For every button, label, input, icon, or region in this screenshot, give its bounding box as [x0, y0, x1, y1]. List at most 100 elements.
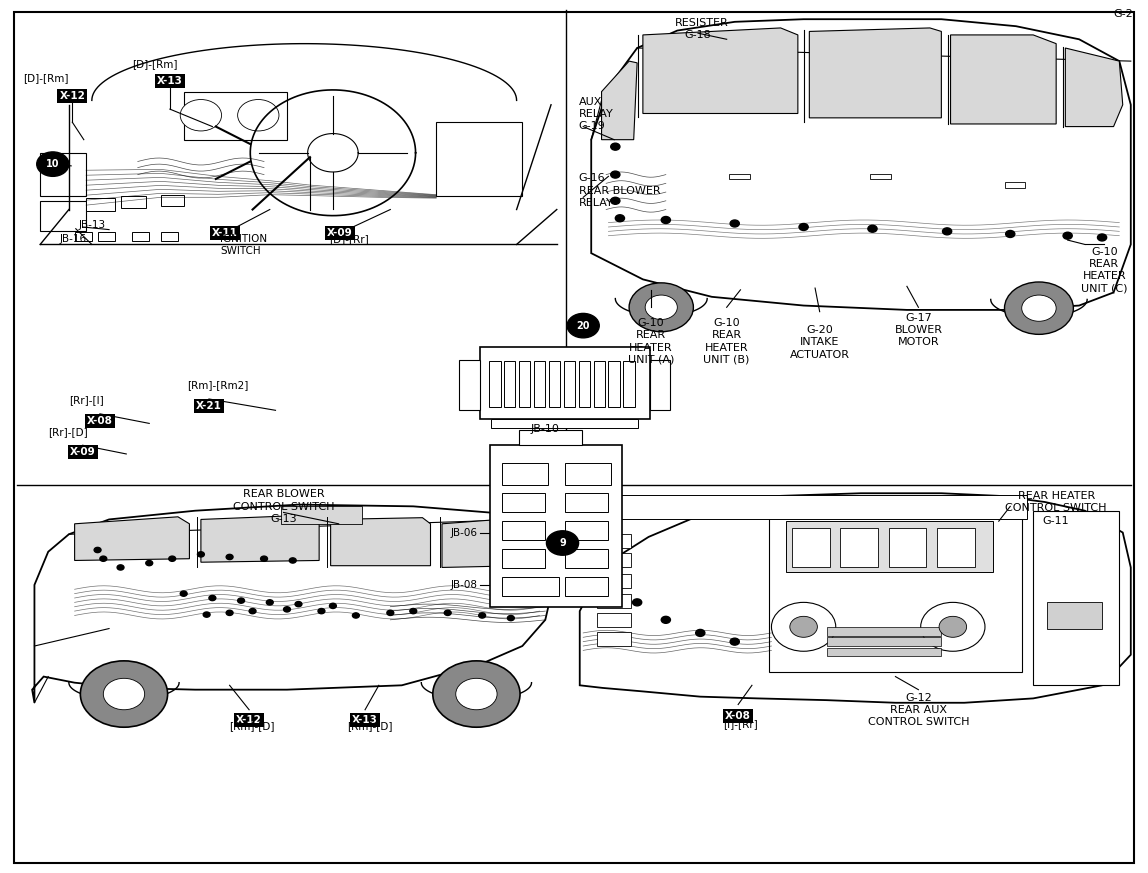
Bar: [502, 577, 559, 596]
Circle shape: [1006, 230, 1015, 237]
Text: [Rr]-[I]: [Rr]-[I]: [69, 395, 103, 405]
Polygon shape: [1065, 48, 1123, 127]
Circle shape: [209, 595, 216, 601]
Circle shape: [943, 228, 952, 235]
Polygon shape: [951, 35, 1056, 124]
Bar: [490, 445, 622, 607]
Bar: [502, 521, 545, 540]
Circle shape: [615, 215, 625, 222]
Bar: [565, 577, 608, 596]
Bar: [597, 534, 631, 548]
Circle shape: [180, 591, 187, 596]
Text: G-10: G-10: [637, 319, 665, 328]
Circle shape: [295, 601, 302, 607]
Circle shape: [456, 678, 497, 710]
Bar: [436, 122, 522, 196]
Circle shape: [611, 143, 620, 150]
Circle shape: [238, 100, 279, 131]
Text: REAR: REAR: [712, 331, 742, 340]
Bar: [502, 493, 545, 512]
Circle shape: [921, 602, 985, 651]
Text: REAR BLOWER: REAR BLOWER: [579, 186, 660, 196]
Bar: [565, 549, 608, 568]
Polygon shape: [442, 519, 522, 567]
Circle shape: [730, 220, 739, 227]
Circle shape: [352, 613, 359, 618]
Polygon shape: [643, 28, 798, 113]
Text: G-12: G-12: [905, 693, 932, 703]
Text: G-11: G-11: [1042, 516, 1070, 526]
Bar: [281, 506, 362, 524]
Circle shape: [318, 608, 325, 614]
Bar: [86, 198, 115, 211]
Text: [Rm]-[D]: [Rm]-[D]: [347, 721, 393, 731]
Bar: [564, 361, 575, 407]
Circle shape: [329, 603, 336, 608]
Bar: [565, 463, 611, 485]
Text: REAR HEATER: REAR HEATER: [1017, 491, 1095, 501]
Circle shape: [633, 599, 642, 606]
Circle shape: [1022, 295, 1056, 321]
Circle shape: [387, 610, 394, 615]
Bar: [132, 232, 149, 241]
Text: SWITCH: SWITCH: [220, 246, 261, 256]
Circle shape: [284, 607, 290, 612]
Text: BLOWER: BLOWER: [894, 326, 943, 335]
Text: X-13: X-13: [352, 715, 378, 725]
Text: G-20: G-20: [806, 326, 833, 335]
Circle shape: [169, 556, 176, 561]
Circle shape: [611, 171, 620, 178]
Circle shape: [661, 616, 670, 623]
Bar: [597, 594, 631, 608]
Circle shape: [117, 565, 124, 570]
Text: REAR: REAR: [1089, 259, 1119, 269]
Text: AUX: AUX: [579, 97, 602, 107]
Text: X-09: X-09: [327, 228, 352, 238]
Bar: [489, 361, 501, 407]
Bar: [614, 495, 1027, 519]
Bar: [565, 521, 608, 540]
Bar: [40, 153, 86, 196]
Text: JB-08: JB-08: [450, 580, 478, 590]
Polygon shape: [602, 61, 637, 140]
Text: JB-13: JB-13: [78, 220, 106, 230]
Text: G-17: G-17: [905, 313, 932, 323]
Circle shape: [611, 197, 620, 204]
Circle shape: [629, 283, 693, 332]
Circle shape: [249, 608, 256, 614]
Bar: [502, 463, 548, 485]
Text: X-21: X-21: [196, 401, 222, 411]
Bar: [870, 174, 891, 179]
Text: HEATER: HEATER: [1083, 272, 1126, 281]
Text: G-18: G-18: [684, 31, 711, 40]
Bar: [608, 361, 620, 407]
Circle shape: [197, 552, 204, 557]
Bar: [121, 196, 146, 208]
Circle shape: [226, 554, 233, 560]
Circle shape: [790, 616, 817, 637]
Text: RELAY: RELAY: [579, 198, 613, 208]
Text: IGNITION: IGNITION: [220, 235, 267, 244]
Text: CONTROL SWITCH: CONTROL SWITCH: [868, 718, 969, 727]
Text: [D]-[Rm]: [D]-[Rm]: [132, 59, 178, 69]
Bar: [75, 232, 92, 241]
Text: [Rm]-[Rm2]: [Rm]-[Rm2]: [187, 381, 248, 390]
Bar: [827, 627, 941, 636]
Text: ACTUATOR: ACTUATOR: [790, 350, 850, 360]
Text: 10: 10: [46, 159, 60, 169]
Text: [D]-[Rm]: [D]-[Rm]: [23, 73, 69, 83]
Bar: [597, 632, 631, 646]
Circle shape: [604, 581, 613, 588]
Text: X-08: X-08: [87, 416, 113, 426]
Text: G-10: G-10: [1091, 247, 1118, 257]
Text: JB-10: JB-10: [530, 424, 559, 434]
Circle shape: [226, 610, 233, 615]
Text: X-09: X-09: [70, 447, 95, 457]
Circle shape: [444, 610, 451, 615]
Bar: [459, 360, 480, 410]
Bar: [792, 528, 830, 567]
Text: G-13: G-13: [270, 514, 297, 524]
Circle shape: [80, 661, 168, 727]
Text: REAR AUX: REAR AUX: [890, 705, 947, 715]
Bar: [786, 521, 993, 572]
